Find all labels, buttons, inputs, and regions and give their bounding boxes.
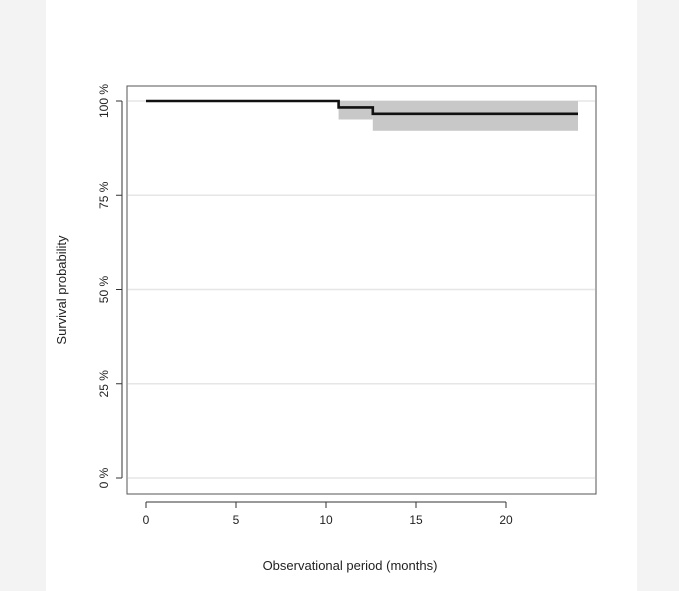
- plot-frame: [126, 85, 597, 495]
- x-axis-title: Observational period (months): [263, 558, 438, 573]
- confidence-band-layer: [338, 101, 578, 131]
- survival-curve-line-0: [146, 99, 578, 116]
- figure-card: [46, 0, 637, 591]
- y-tick-label: 0 %: [97, 467, 111, 488]
- survival-curve-layer: [146, 99, 578, 116]
- confidence-band-segment: [338, 101, 373, 120]
- y-axis-title: Survival probability: [54, 235, 69, 345]
- right-margin-panel: [637, 0, 679, 591]
- x-tick-label: 5: [233, 513, 240, 527]
- x-tick-label: 20: [499, 513, 513, 527]
- x-tick-label: 0: [143, 513, 150, 527]
- y-tick-label: 50 %: [97, 275, 111, 303]
- confidence-band-segment: [372, 101, 578, 131]
- x-tick-label: 15: [409, 513, 423, 527]
- y-axis: 0 % 25 % 50 % 75 % 100 %: [97, 84, 123, 488]
- y-tick-label: 75 %: [97, 181, 111, 209]
- y-tick-label: 25 %: [97, 370, 111, 398]
- y-tick-label: 100 %: [97, 84, 111, 118]
- x-axis: 0 5 10 15 20: [143, 501, 513, 527]
- x-tick-label: 10: [319, 513, 333, 527]
- left-margin-panel: [0, 0, 46, 591]
- grid-lines: [128, 100, 595, 479]
